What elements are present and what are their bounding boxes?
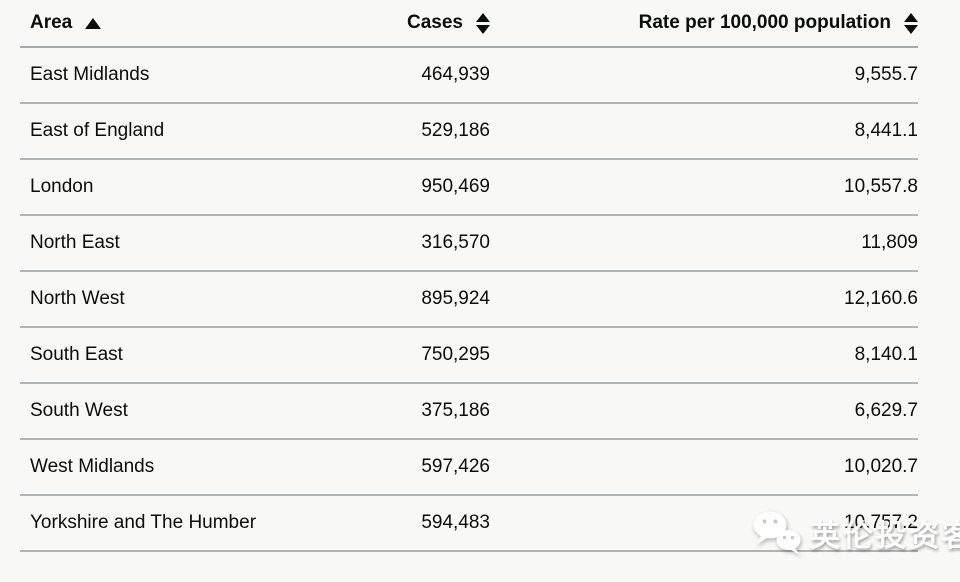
table-row: East of England 529,186 8,441.1 bbox=[20, 103, 918, 160]
area-cell: North East bbox=[20, 215, 320, 272]
area-cell: London bbox=[20, 159, 320, 216]
cases-cell: 316,570 bbox=[320, 215, 490, 272]
column-header-rate: Rate per 100,000 population bbox=[490, 0, 918, 48]
table-row: North East 316,570 11,809 bbox=[20, 215, 918, 272]
sort-button-area[interactable]: Area bbox=[30, 12, 102, 34]
table-row: Yorkshire and The Humber 594,483 10,757.… bbox=[20, 495, 918, 552]
sort-both-icon bbox=[904, 12, 918, 34]
rate-cell: 8,140.1 bbox=[490, 327, 918, 384]
rate-cell: 11,809 bbox=[490, 215, 918, 272]
table-row: South East 750,295 8,140.1 bbox=[20, 327, 918, 384]
area-cell: East of England bbox=[20, 103, 320, 160]
table-header-row: Area Cases Rate per 100,000 population bbox=[20, 0, 918, 48]
table-row: West Midlands 597,426 10,020.7 bbox=[20, 439, 918, 496]
area-cell: South East bbox=[20, 327, 320, 384]
column-header-cases: Cases bbox=[320, 0, 490, 48]
rate-cell: 10,020.7 bbox=[490, 439, 918, 496]
sort-both-icon bbox=[476, 12, 490, 34]
table-row: North West 895,924 12,160.6 bbox=[20, 271, 918, 328]
column-label-cases: Cases bbox=[407, 12, 463, 33]
rate-cell: 9,555.7 bbox=[490, 47, 918, 104]
cases-cell: 464,939 bbox=[320, 47, 490, 104]
rate-cell: 12,160.6 bbox=[490, 271, 918, 328]
area-cell: Yorkshire and The Humber bbox=[20, 495, 320, 552]
area-cell: North West bbox=[20, 271, 320, 328]
rate-cell: 10,757.2 bbox=[490, 495, 918, 552]
data-table-container: Area Cases Rate per 100,000 population bbox=[20, 0, 918, 552]
sort-button-cases[interactable]: Cases bbox=[407, 12, 490, 34]
area-cell: West Midlands bbox=[20, 439, 320, 496]
rate-cell: 8,441.1 bbox=[490, 103, 918, 160]
table-row: London 950,469 10,557.8 bbox=[20, 159, 918, 216]
sort-button-rate[interactable]: Rate per 100,000 population bbox=[639, 12, 918, 34]
rate-cell: 10,557.8 bbox=[490, 159, 918, 216]
area-cell: East Midlands bbox=[20, 47, 320, 104]
rate-cell: 6,629.7 bbox=[490, 383, 918, 440]
cases-cell: 375,186 bbox=[320, 383, 490, 440]
column-label-rate: Rate per 100,000 population bbox=[638, 12, 891, 33]
cases-cell: 529,186 bbox=[320, 103, 490, 160]
cases-cell: 950,469 bbox=[320, 159, 490, 216]
cases-cell: 750,295 bbox=[320, 327, 490, 384]
column-header-area: Area bbox=[20, 0, 320, 48]
cases-cell: 594,483 bbox=[320, 495, 490, 552]
cases-cell: 597,426 bbox=[320, 439, 490, 496]
column-label-area: Area bbox=[30, 12, 73, 33]
cases-cell: 895,924 bbox=[320, 271, 490, 328]
area-cell: South West bbox=[20, 383, 320, 440]
sort-ascending-icon bbox=[85, 17, 102, 29]
table-row: East Midlands 464,939 9,555.7 bbox=[20, 47, 918, 104]
regions-cases-table: Area Cases Rate per 100,000 population bbox=[20, 0, 918, 552]
table-row: South West 375,186 6,629.7 bbox=[20, 383, 918, 440]
